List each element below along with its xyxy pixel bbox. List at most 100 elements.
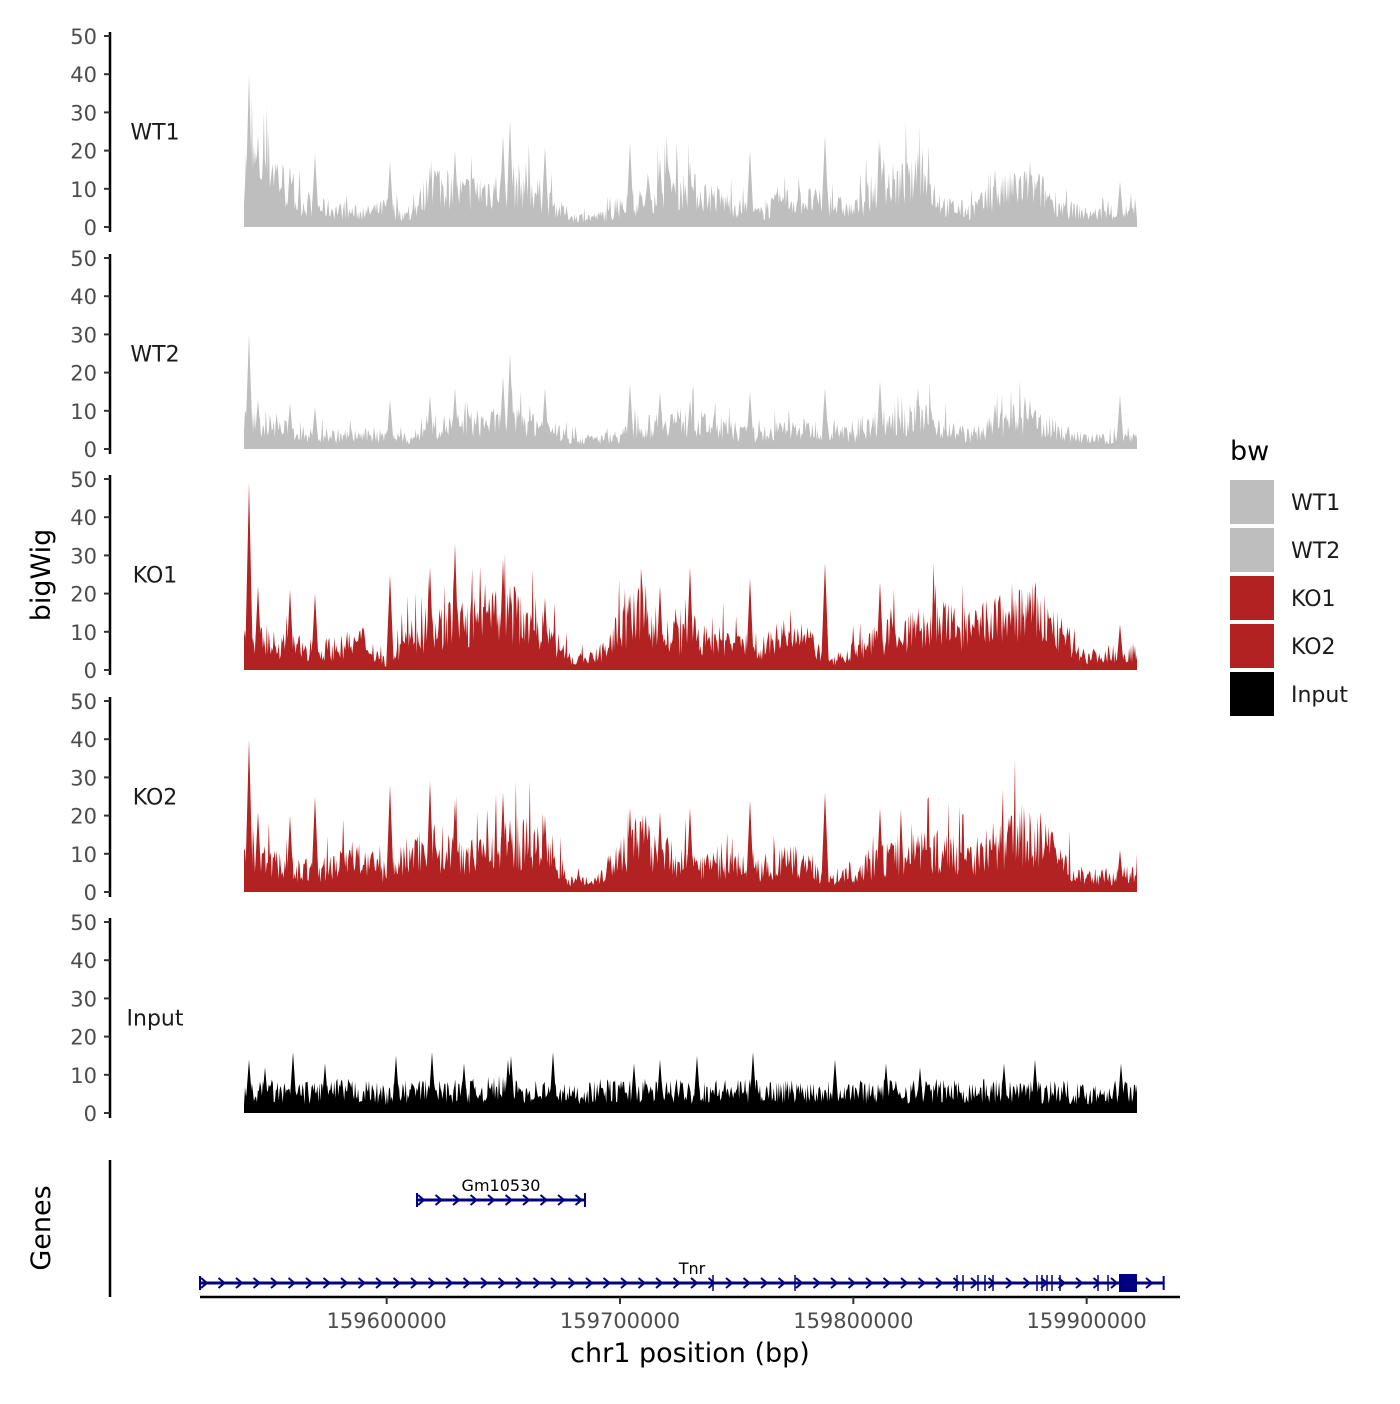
coverage-peak: [876, 582, 884, 670]
coverage-peak: [245, 739, 253, 892]
coverage-peak: [821, 793, 829, 892]
coverage-peak: [686, 567, 694, 670]
terminal-exon: [1119, 1274, 1137, 1292]
coverage-peak: [821, 135, 829, 227]
y-tick-label: 10: [70, 621, 97, 645]
legend-label: KO1: [1291, 587, 1336, 612]
coverage-peak: [245, 334, 253, 449]
legend-item-input: Input: [1230, 672, 1348, 716]
legend-label: WT1: [1291, 491, 1340, 516]
y-tick-label: 30: [70, 101, 97, 125]
genome-track-figure: 0 10 20 30 40 50 WT1 0 10 20 30 40 50 WT2 0 10 20 30 40 50 K…: [0, 0, 1400, 1400]
legend-item-ko1: KO1: [1230, 576, 1336, 620]
x-tick-label: 159900000: [1027, 1309, 1147, 1333]
coverage-peak: [286, 403, 294, 449]
y-tick-label: 50: [70, 25, 97, 49]
coverage-peak: [245, 483, 253, 670]
coverage-peak: [426, 567, 434, 670]
y-tick-label: 40: [70, 949, 97, 973]
y-tick-label: 20: [70, 583, 97, 607]
coverage-peak: [286, 816, 294, 892]
coverage-peak: [451, 151, 459, 227]
legend-swatch: [1230, 576, 1274, 620]
legend-swatch: [1230, 528, 1274, 572]
legend-title: bw: [1230, 436, 1269, 467]
coverage-peak: [386, 575, 394, 671]
y-tick-label: 30: [70, 987, 97, 1011]
y-tick-label: 0: [84, 881, 97, 905]
legend-swatch: [1230, 480, 1274, 524]
coverage-peak: [428, 1052, 436, 1113]
legend-label: WT2: [1291, 539, 1340, 564]
y-tick-label: 10: [70, 843, 97, 867]
y-tick-label: 20: [70, 140, 97, 164]
legend-item-wt1: WT1: [1230, 480, 1340, 524]
gene-label: Tnr: [678, 1259, 706, 1278]
coverage-peak: [746, 151, 754, 227]
track-label: WT1: [130, 121, 179, 146]
coverage-peak: [386, 399, 394, 449]
coverage-peak: [882, 1063, 890, 1113]
coverage-peak: [916, 1067, 924, 1113]
legend-item-ko2: KO2: [1230, 624, 1336, 668]
coverage-peak: [289, 1052, 297, 1113]
coverage-peak: [541, 388, 549, 449]
x-tick-label: 159600000: [327, 1309, 447, 1333]
coverage-peak: [746, 800, 754, 892]
genes-track: Gm10530 Tnr: [110, 1160, 1164, 1297]
coverage-peak: [1116, 181, 1124, 227]
coverage-peak: [311, 407, 319, 449]
coverage-peak: [1116, 624, 1124, 670]
coverage-peak: [1031, 1060, 1039, 1114]
coverage-peak: [1117, 1063, 1125, 1113]
coverage-peak: [746, 392, 754, 449]
y-tick-label: 50: [70, 911, 97, 935]
y-tick-label: 50: [70, 690, 97, 714]
coverage-peak: [686, 808, 694, 892]
legend-swatch: [1230, 672, 1274, 716]
coverage-peak: [656, 392, 664, 449]
coverage-peak: [386, 785, 394, 892]
track-ko1: 0 10 20 30 40 50 KO1: [70, 468, 1137, 683]
y-tick-label: 30: [70, 323, 97, 347]
y-tick-label: 10: [70, 178, 97, 202]
x-axis-title: chr1 position (bp): [570, 1338, 810, 1369]
genes-axis-title: Genes: [26, 1185, 57, 1270]
coverage-peak: [831, 1060, 839, 1114]
legend: bw WT1 WT2 KO1 KO2 Input: [1230, 436, 1348, 716]
coverage-peak: [311, 594, 319, 670]
coverage-peak: [460, 1063, 468, 1113]
coverage-peak: [693, 1056, 701, 1113]
gene-label: Gm10530: [462, 1176, 541, 1195]
coverage-peak: [311, 154, 319, 227]
coverage-peak: [499, 135, 507, 227]
coverage-peak: [549, 1052, 557, 1113]
coverage-peak: [656, 586, 664, 670]
coverage-peak: [499, 559, 507, 670]
coverage-peak: [626, 143, 634, 227]
coverage-peak: [499, 376, 507, 449]
x-tick-label: 159800000: [793, 1309, 913, 1333]
coverage-peak: [541, 147, 549, 227]
track-label: KO1: [133, 564, 178, 589]
chart-svg: 0 10 20 30 40 50 WT1 0 10 20 30 40 50 WT2 0 10 20 30 40 50 K…: [0, 0, 1400, 1400]
y-tick-label: 20: [70, 362, 97, 386]
y-tick-label: 40: [70, 285, 97, 309]
track-label: Input: [127, 1007, 184, 1032]
coverage-peak: [876, 380, 884, 449]
legend-label: KO2: [1291, 635, 1336, 660]
coverage-peak: [506, 120, 514, 227]
track-wt1: 01020304050WT1: [70, 25, 1137, 240]
coverage-peak: [311, 797, 319, 893]
legend-swatch: [1230, 624, 1274, 668]
y-tick-label: 0: [84, 216, 97, 240]
track-wt2: 0 10 20 30 40 50 WT2: [70, 247, 1137, 462]
y-tick-label: 0: [84, 438, 97, 462]
track-ko2: 01020304050KO2: [70, 690, 1137, 905]
coverage-peak: [630, 1063, 638, 1113]
coverage-peak: [626, 384, 634, 449]
y-tick-label: 10: [70, 400, 97, 424]
y-tick-label: 20: [70, 1026, 97, 1050]
coverage-peak: [451, 544, 459, 670]
y-tick-label: 40: [70, 506, 97, 530]
